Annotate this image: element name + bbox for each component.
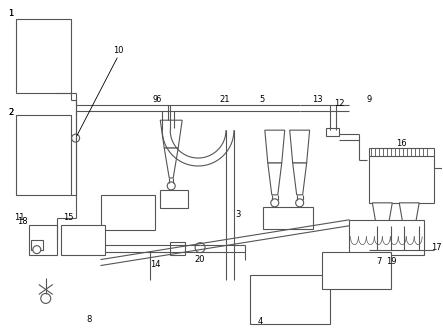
Bar [31, 240, 43, 250]
Circle shape [41, 293, 51, 303]
Text: 11: 11 [14, 213, 24, 222]
Text: 15: 15 [63, 213, 74, 222]
Text: 4: 4 [257, 317, 262, 326]
Polygon shape [293, 163, 307, 195]
Text: 19: 19 [386, 257, 396, 266]
Text: 7: 7 [377, 257, 382, 266]
Text: 13: 13 [312, 95, 323, 104]
Text: 20: 20 [195, 255, 206, 264]
Polygon shape [373, 203, 392, 226]
Bar [61, 225, 105, 255]
Bar [250, 274, 330, 324]
Polygon shape [160, 120, 182, 148]
Text: 14: 14 [150, 260, 160, 269]
Bar [160, 190, 188, 208]
Circle shape [195, 243, 205, 253]
Text: 9: 9 [367, 95, 372, 104]
Bar [29, 225, 57, 255]
Circle shape [167, 182, 175, 190]
Text: 17: 17 [431, 243, 441, 252]
Text: 2: 2 [8, 108, 14, 117]
Text: 3: 3 [235, 210, 241, 219]
Circle shape [377, 225, 387, 235]
Polygon shape [399, 203, 419, 226]
Polygon shape [164, 148, 178, 178]
Text: 9: 9 [153, 95, 158, 104]
Text: 5: 5 [259, 95, 264, 104]
Circle shape [72, 134, 80, 142]
Bar [16, 19, 70, 93]
Bar [16, 115, 70, 195]
Text: 1: 1 [8, 9, 14, 18]
Bar [369, 148, 434, 203]
Text: 10: 10 [113, 46, 124, 55]
Bar [101, 195, 155, 230]
Bar [350, 220, 424, 255]
Text: 6: 6 [155, 95, 161, 104]
Text: 2: 2 [8, 108, 14, 117]
Text: 12: 12 [334, 99, 345, 108]
Polygon shape [290, 130, 310, 163]
Polygon shape [268, 163, 282, 195]
Text: 21: 21 [220, 95, 230, 104]
Text: 1: 1 [8, 9, 14, 18]
Bar [263, 207, 313, 229]
Text: 18: 18 [18, 217, 28, 226]
Circle shape [404, 225, 414, 235]
Text: 16: 16 [396, 139, 407, 148]
Bar [326, 128, 339, 136]
Bar [322, 252, 391, 290]
Circle shape [295, 199, 303, 207]
Text: 8: 8 [86, 315, 91, 324]
Polygon shape [265, 130, 285, 163]
Circle shape [33, 246, 41, 254]
Circle shape [271, 199, 279, 207]
Bar [170, 242, 185, 255]
